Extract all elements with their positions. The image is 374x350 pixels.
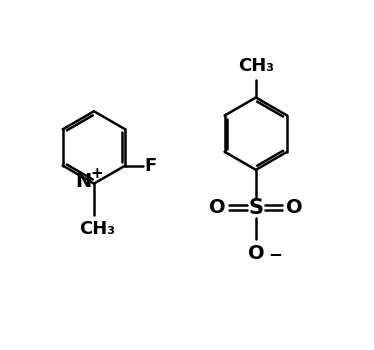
Text: CH₃: CH₃ bbox=[79, 220, 116, 238]
Text: −: − bbox=[268, 245, 282, 263]
Text: N: N bbox=[75, 173, 91, 191]
Text: F: F bbox=[144, 156, 156, 175]
Text: O: O bbox=[209, 198, 226, 217]
Text: O: O bbox=[248, 244, 264, 263]
Text: +: + bbox=[91, 167, 103, 181]
Text: O: O bbox=[286, 198, 303, 217]
Text: CH₃: CH₃ bbox=[238, 57, 274, 75]
Text: S: S bbox=[248, 198, 263, 218]
